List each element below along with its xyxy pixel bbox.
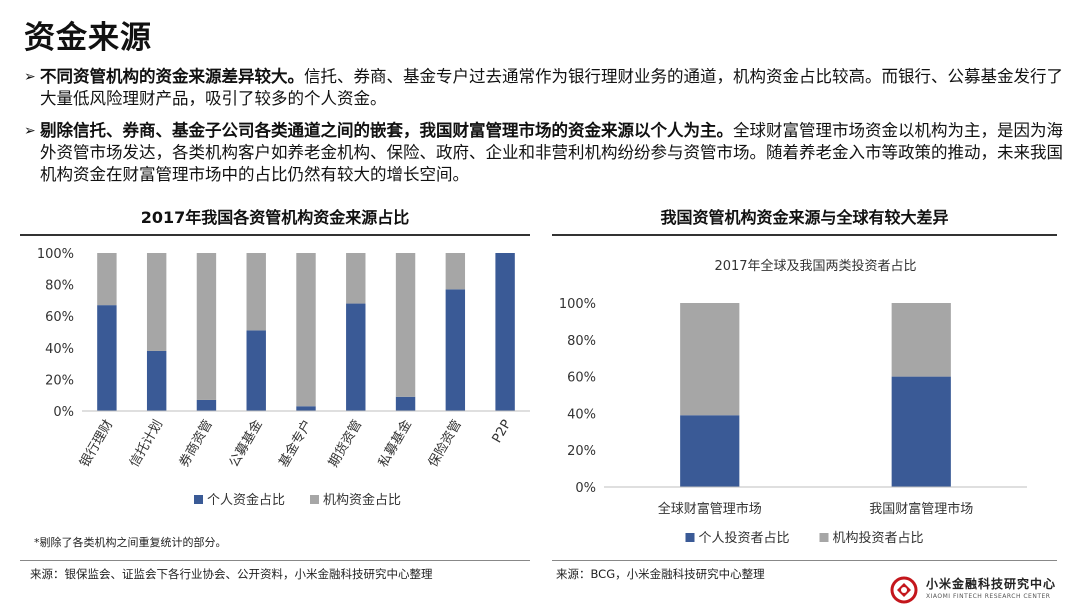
y-tick-label: 60% [567, 371, 596, 386]
bar-segment [146, 350, 167, 411]
y-tick-label: 40% [45, 342, 74, 357]
legend-label: 机构资金占比 [323, 492, 401, 508]
legend-swatch [194, 495, 203, 504]
x-tick-label: 信托计划 [127, 418, 166, 471]
bar-segment [146, 253, 167, 351]
bar-segment [891, 376, 951, 487]
x-tick-label: P2P [490, 417, 515, 445]
x-tick-label: 公募基金 [226, 417, 266, 470]
chart-subtitle: 2017年全球及我国两类投资者占比 [714, 258, 916, 274]
bar-segment [246, 253, 266, 331]
x-tick-label: 银行理财 [77, 418, 116, 471]
xiaomi-fintech-logo: 小米金融科技研究中心 XIAOMI FINTECH RESEARCH CENTE… [888, 574, 1074, 606]
y-tick-label: 80% [567, 334, 596, 349]
y-tick-label: 40% [567, 407, 596, 422]
bar-segment [97, 305, 117, 411]
y-tick-label: 80% [45, 279, 74, 294]
y-tick-label: 0% [53, 405, 74, 420]
right-panel-rule [552, 234, 1057, 236]
right-panel-title: 我国资管机构资金来源与全球有较大差异 [660, 208, 949, 227]
bullet-text: 全球财富管理市场资金以机构为主，是因为海外资管市场发达，各类机构客户如养老金机构… [40, 121, 1063, 184]
page-title: 资金来源 [24, 20, 152, 56]
bullet-arrow-icon: ➢ [24, 123, 36, 139]
x-tick-label: 基金专户 [276, 417, 316, 470]
y-tick-label: 0% [575, 481, 596, 496]
left-footnote: *剔除了各类机构之间重复统计的部分。 [34, 536, 227, 549]
x-tick-label: 期货资管 [325, 417, 365, 470]
left-source-rule [20, 560, 530, 561]
bar-segment [680, 415, 740, 487]
right-source-rule [552, 560, 1057, 561]
bullet-list: ➢ 不同资管机构的资金来源差异较大。信托、券商、基金专户过去通常作为银行理财业务… [24, 66, 1064, 196]
bar-segment [296, 253, 316, 407]
bar-segment [495, 253, 515, 411]
bar-segment [395, 253, 416, 397]
bar-segment [246, 330, 266, 411]
legend-label: 个人投资者占比 [699, 530, 790, 546]
bullet-heading: 不同资管机构的资金来源差异较大。 [40, 67, 304, 86]
legend-label: 个人资金占比 [207, 492, 285, 508]
bar-segment [680, 303, 740, 416]
bar-segment [196, 253, 217, 400]
x-tick-label: 全球财富管理市场 [658, 501, 762, 517]
left-source: 来源：银保监会、证监会下各行业协会、公开资料，小米金融科技研究中心整理 [30, 567, 433, 581]
bar-segment [395, 396, 416, 411]
bar-segment [296, 406, 316, 411]
logo-emblem-icon [890, 576, 918, 604]
left-panel-rule [20, 234, 530, 236]
left-panel-title: 2017年我国各资管机构资金来源占比 [140, 208, 410, 227]
bar-segment [196, 399, 217, 411]
legend-swatch [685, 533, 695, 542]
bullet-item: ➢ 剔除信托、券商、基金子公司各类通道之间的嵌套，我国财富管理市场的资金来源以个… [24, 120, 1064, 186]
x-tick-label: 保险资管 [426, 418, 465, 471]
bar-segment [346, 253, 366, 304]
right-stacked-bar-chart: 2017年全球及我国两类投资者占比 0% 20% 40% 60% 80% 100% 全球财富管… [559, 258, 1027, 546]
y-tick-label: 100% [37, 247, 74, 262]
legend-swatch [819, 533, 829, 542]
x-tick-label: 券商资管 [176, 417, 216, 470]
bullet-arrow-icon: ➢ [24, 69, 36, 85]
legend-label: 机构投资者占比 [833, 530, 924, 546]
y-tick-label: 60% [45, 310, 74, 325]
bullet-heading: 剔除信托、券商、基金子公司各类通道之间的嵌套，我国财富管理市场的资金来源以个人为… [40, 121, 733, 140]
x-tick-label: 私募基金 [375, 417, 415, 470]
logo-subtext: XIAOMI FINTECH RESEARCH CENTER [926, 593, 1051, 600]
bullet-item: ➢ 不同资管机构的资金来源差异较大。信托、券商、基金专户过去通常作为银行理财业务… [24, 66, 1064, 110]
bar-segment [445, 253, 466, 290]
x-tick-label: 我国财富管理市场 [869, 501, 973, 517]
right-source: 来源：BCG，小米金融科技研究中心整理 [556, 567, 765, 581]
bullet-text: 信托、券商、基金专户过去通常作为银行理财业务的通道，机构资金占比较高。而银行、公… [40, 67, 1063, 108]
logo-text: 小米金融科技研究中心 [926, 577, 1057, 591]
y-tick-label: 20% [567, 444, 596, 459]
bar-segment [445, 289, 466, 411]
legend-swatch [310, 495, 319, 504]
y-tick-label: 100% [559, 297, 596, 312]
bar-segment [97, 253, 117, 306]
y-tick-label: 20% [45, 373, 74, 388]
left-stacked-bar-chart: 0% 20% 40% 60% 80% 100% 银行理财 信托计划 券商资管 公募基金 基金专户 期货… [37, 247, 530, 508]
bar-segment [346, 303, 366, 411]
bar-segment [891, 303, 951, 377]
